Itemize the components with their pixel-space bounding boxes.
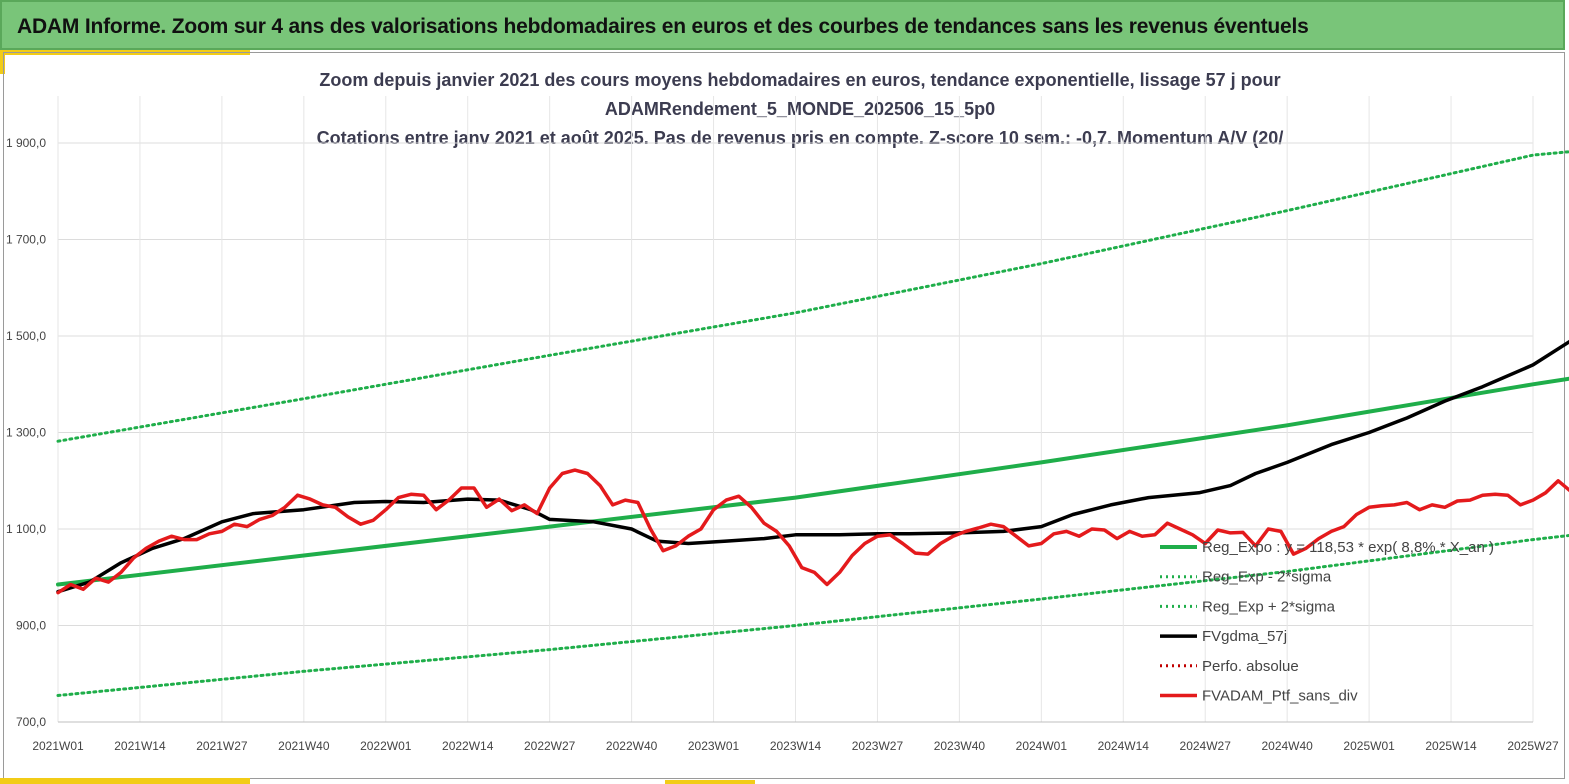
series-line-0 [56, 376, 1569, 587]
y-tick-label: 1 100,0 [6, 522, 46, 536]
series-line-3 [56, 339, 1569, 594]
x-tick-label: 2021W01 [32, 739, 84, 753]
series-line-5 [56, 468, 1569, 595]
series-line-2 [56, 150, 1569, 443]
x-tick-label: 2025W27 [1507, 739, 1559, 753]
x-tick-label: 2024W01 [1016, 739, 1068, 753]
chart-frame [3, 52, 1565, 779]
y-tick-label: 1 700,0 [6, 233, 46, 247]
legend-label: FVgdma_57j [1202, 628, 1287, 645]
x-tick-label: 2022W14 [442, 739, 494, 753]
x-tick-label: 2025W01 [1343, 739, 1395, 753]
x-tick-label: 2024W27 [1180, 739, 1232, 753]
report-banner: ADAM Informe. Zoom sur 4 ans des valoris… [0, 0, 1565, 50]
y-tick-label: 1 300,0 [6, 426, 46, 440]
legend-label: Perfo. absolue [1202, 658, 1299, 675]
report-title: ADAM Informe. Zoom sur 4 ans des valoris… [17, 15, 1309, 38]
x-tick-label: 2023W27 [852, 739, 904, 753]
accent-bar-bottom-center [665, 780, 755, 784]
chart-title-line-1: Zoom depuis janvier 2021 des cours moyen… [319, 70, 1281, 90]
x-tick-label: 2023W40 [934, 739, 986, 753]
legend-label: FVADAM_Ptf_sans_div [1202, 688, 1358, 705]
y-tick-label: 700,0 [16, 715, 46, 729]
x-tick-label: 2023W14 [770, 739, 822, 753]
x-tick-label: 2022W40 [606, 739, 658, 753]
x-tick-label: 2023W01 [688, 739, 740, 753]
legend-label: Reg_Exp - 2*sigma [1202, 569, 1332, 586]
x-tick-label: 2024W40 [1261, 739, 1313, 753]
x-tick-label: 2022W01 [360, 739, 412, 753]
accent-bar-bottom [0, 778, 250, 784]
chart-title-line-2: ADAMRendement_5_MONDE_202506_15_5p0 [604, 99, 996, 119]
y-tick-label: 1 900,0 [6, 136, 46, 150]
y-tick-label: 1 500,0 [6, 329, 46, 343]
x-tick-label: 2021W40 [278, 739, 330, 753]
x-tick-label: 2021W14 [114, 739, 166, 753]
legend-label: Reg_Expo : y = 118,53 * exp( 8,8% * X_an… [1202, 539, 1494, 556]
x-tick-label: 2021W27 [196, 739, 248, 753]
x-tick-label: 2025W14 [1425, 739, 1477, 753]
y-tick-label: 900,0 [16, 619, 46, 633]
x-tick-label: 2024W14 [1098, 739, 1150, 753]
series-line-1 [56, 534, 1569, 697]
x-tick-label: 2022W27 [524, 739, 576, 753]
accent-bar-left [0, 50, 5, 74]
legend-label: Reg_Exp + 2*sigma [1202, 598, 1336, 615]
